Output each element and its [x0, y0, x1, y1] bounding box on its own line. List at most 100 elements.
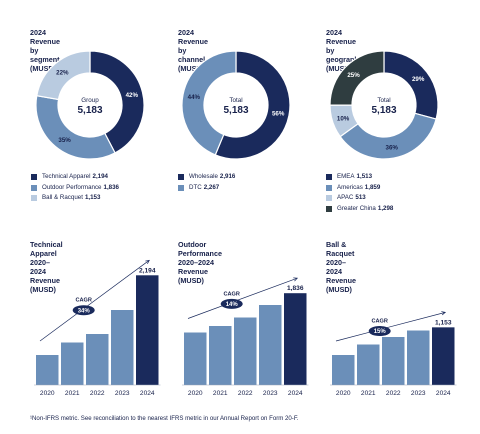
legend-segment: Technical Apparel 2,194 Outdoor Performanc… — [31, 172, 119, 204]
donut-slice-dtc — [181, 50, 237, 156]
x-tick-label: 2021 — [65, 390, 80, 397]
bar-2021 — [61, 342, 84, 385]
bar-2022 — [382, 337, 405, 385]
x-tick-label: 2023 — [263, 390, 278, 397]
donut-center-label: Total — [377, 97, 390, 104]
bar-2020 — [36, 355, 59, 385]
legend-item: Ball & Racquet 1,153 — [31, 193, 119, 204]
legend-value: 1,153 — [84, 194, 101, 202]
cagr-badge — [72, 305, 95, 316]
bar-2020 — [184, 332, 207, 385]
last-bar-value-label: 2,194 — [139, 267, 156, 274]
bar-2024 — [432, 327, 455, 385]
legend-item: Technical Apparel 2,194 — [31, 172, 119, 183]
donut-center-value: 5,183 — [223, 105, 248, 116]
bar-title-ball-racquet: Ball & Racquet 2020–2024 Revenue (MUSD) — [326, 240, 356, 294]
legend-swatch — [326, 205, 332, 212]
legend-value: 1,513 — [356, 173, 373, 181]
bar-2020 — [332, 355, 355, 385]
legend-value: 2,916 — [219, 173, 236, 181]
x-tick-label: 2021 — [361, 390, 376, 397]
donut-slice-pct-label: 44% — [188, 94, 201, 101]
legend-label: Wholesale — [189, 173, 218, 181]
donut-slice-technical-apparel — [89, 50, 145, 154]
bar-chart-outdoor-performance: 2020 2021 2022 2023 2024 1,836 CAGR 14% — [182, 277, 309, 397]
donut-center-value: 5,183 — [371, 105, 396, 116]
legend-swatch — [31, 184, 37, 191]
last-bar-value-label: 1,836 — [287, 285, 304, 292]
x-tick-label: 2022 — [90, 390, 105, 397]
legend-value: 513 — [355, 194, 366, 202]
donut-slice-pct-label: 35% — [58, 137, 71, 144]
legend-swatch — [178, 184, 184, 191]
legend-swatch — [31, 195, 37, 202]
legend-label: Technical Apparel — [42, 173, 91, 181]
legend-swatch — [326, 174, 332, 181]
footnote: ¹Non-IFRS metric. See reconciliation to … — [30, 415, 299, 422]
bar-2022 — [86, 334, 109, 385]
legend-item: Americas 1,859 — [326, 183, 393, 194]
legend-label: EMEA — [337, 173, 355, 181]
x-tick-label: 2021 — [213, 390, 228, 397]
donut-slice-outdoor-performance — [35, 95, 116, 160]
cagr-arrow-head — [293, 277, 299, 282]
donut-slice-wholesale — [214, 50, 291, 160]
donut-slice-pct-label: 22% — [56, 69, 69, 76]
x-tick-label: 2020 — [188, 390, 203, 397]
cagr-arrow-line — [335, 312, 446, 342]
legend-value: 1,836 — [103, 183, 119, 191]
bar-chart-technical-apparel: 2020 2021 2022 2023 2024 2,194 CAGR 34% — [34, 259, 161, 397]
cagr-value: 14% — [226, 302, 239, 308]
legend-item: DTC 2,267 — [178, 183, 235, 194]
donut-slice-pct-label: 42% — [126, 92, 139, 99]
x-tick-label: 2024 — [288, 390, 303, 397]
donut-title-channel: 2024 Revenue by channel (MUSD) — [178, 28, 208, 73]
cagr-arrow-line — [39, 260, 150, 342]
cagr-badge — [368, 326, 391, 337]
legend-item: APAC 513 — [326, 193, 393, 204]
bar-title-technical-apparel: Technical Apparel 2020–2024 Revenue (MUS… — [30, 240, 63, 294]
legend-label: Outdoor Performance — [42, 183, 102, 191]
x-tick-label: 2023 — [115, 390, 130, 397]
legend-label: Ball & Racquet — [42, 194, 83, 202]
donut-center-value: 5,183 — [77, 105, 102, 116]
cagr-label: CAGR — [371, 319, 387, 325]
bar-title-outdoor-performance: Outdoor Performance 2020–2024 Revenue (M… — [178, 240, 222, 285]
last-bar-value-label: 1,153 — [435, 319, 452, 326]
donut-slice-pct-label: 36% — [386, 145, 399, 152]
cagr-arrow-line — [187, 277, 298, 319]
donut-slice-greater-china — [329, 50, 385, 106]
legend-geography: EMEA 1,513 Americas 1,859 APAC 513 Greater Chi… — [326, 172, 393, 214]
x-tick-label: 2024 — [140, 390, 155, 397]
x-tick-label: 2020 — [336, 390, 351, 397]
bar-2021 — [357, 344, 380, 385]
legend-label: Greater China — [337, 204, 376, 212]
bar-2023 — [407, 330, 430, 385]
x-tick-label: 2022 — [238, 390, 253, 397]
bar-2024 — [284, 293, 307, 385]
cagr-value: 15% — [374, 329, 387, 335]
x-tick-label: 2020 — [40, 390, 55, 397]
donut-center-label: Total — [229, 97, 242, 104]
donut-slice-pct-label: 29% — [412, 76, 425, 83]
x-tick-label: 2024 — [436, 390, 451, 397]
legend-value: 2,267 — [203, 183, 220, 191]
cagr-arrow-head — [145, 259, 150, 265]
bar-2022 — [234, 317, 257, 385]
legend-value: 1,298 — [377, 204, 394, 212]
legend-label: DTC — [189, 183, 202, 191]
cagr-label: CAGR — [75, 298, 91, 304]
x-tick-label: 2023 — [411, 390, 426, 397]
donut-center-label: Group — [81, 97, 99, 104]
donut-slice-pct-label: 56% — [272, 111, 285, 118]
donut-slice-pct-label: 10% — [337, 115, 350, 122]
legend-item: Wholesale 2,916 — [178, 172, 235, 183]
cagr-label: CAGR — [223, 291, 239, 297]
legend-swatch — [31, 174, 37, 181]
legend-value: 1,859 — [364, 183, 381, 191]
legend-value: 2,194 — [92, 173, 108, 181]
bar-2021 — [209, 326, 232, 385]
legend-swatch — [178, 174, 184, 181]
